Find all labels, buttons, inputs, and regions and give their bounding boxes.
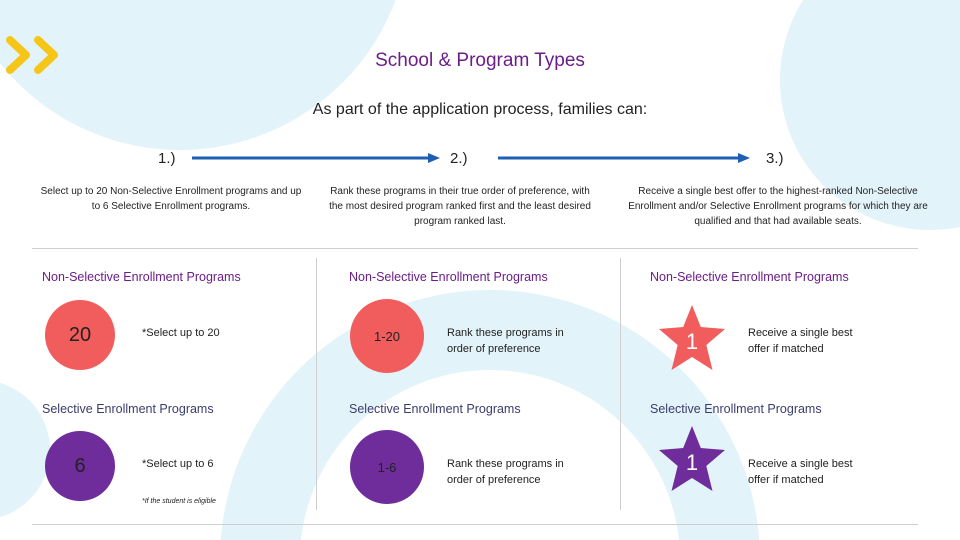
col3-selective-badge-text: 1	[685, 450, 699, 475]
col1-selective-badge: 6	[45, 431, 115, 501]
page-subtitle: As part of the application process, fami…	[312, 101, 648, 118]
arrow-2-icon	[498, 153, 750, 163]
step-3-label: 3.)	[766, 150, 784, 167]
col3-nonselective-star-icon: 1	[657, 304, 727, 374]
col2-nonselective-heading: Non-Selective Enrollment Programs	[349, 270, 548, 284]
col2-selective-text: Rank these programs in order of preferen…	[447, 458, 564, 486]
col3-nonselective-badge-text: 1	[685, 329, 699, 354]
col1-nonselective-heading: Non-Selective Enrollment Programs	[42, 270, 241, 284]
col2-selective-heading: Selective Enrollment Programs	[349, 402, 521, 416]
bottom-divider	[32, 524, 918, 525]
col2-nonselective-badge-text: 1-20	[373, 328, 401, 344]
col1-nonselective-text: *Select up to 20	[142, 327, 220, 339]
col3-selective-star-icon: 1	[657, 425, 727, 495]
top-divider	[32, 248, 918, 249]
col2-selective-badge: 1-6	[350, 430, 424, 504]
col3-nonselective-heading: Non-Selective Enrollment Programs	[650, 270, 849, 284]
col1-selective-text: *Select up to 6	[142, 458, 214, 470]
col3-selective-text: Receive a single best offer if matched	[748, 458, 853, 486]
col2-nonselective-text: Rank these programs in order of preferen…	[447, 327, 564, 355]
col1-selective-heading: Selective Enrollment Programs	[42, 402, 214, 416]
step-2-description: Rank these programs in their true order …	[329, 186, 591, 227]
column-divider-2	[620, 258, 621, 510]
step-1-label: 1.)	[158, 150, 176, 167]
step-2-label: 2.)	[450, 150, 468, 167]
page-title: School & Program Types	[375, 50, 585, 71]
column-divider-1	[316, 258, 317, 510]
col3-selective-heading: Selective Enrollment Programs	[650, 402, 822, 416]
col1-nonselective-badge-text: 20	[68, 323, 92, 346]
step-3-description: Receive a single best offer to the highe…	[628, 186, 928, 227]
col1-selective-badge-text: 6	[74, 454, 86, 477]
step-1-description: Select up to 20 Non-Selective Enrollment…	[40, 186, 302, 212]
col2-nonselective-badge: 1-20	[350, 299, 424, 373]
double-chevron-icon	[6, 36, 58, 74]
arrow-1-icon	[192, 153, 440, 163]
col1-nonselective-badge: 20	[45, 300, 115, 370]
col2-selective-badge-text: 1-6	[377, 459, 397, 475]
col3-nonselective-text: Receive a single best offer if matched	[748, 327, 853, 355]
col1-footnote: *If the student is eligible	[142, 498, 216, 505]
